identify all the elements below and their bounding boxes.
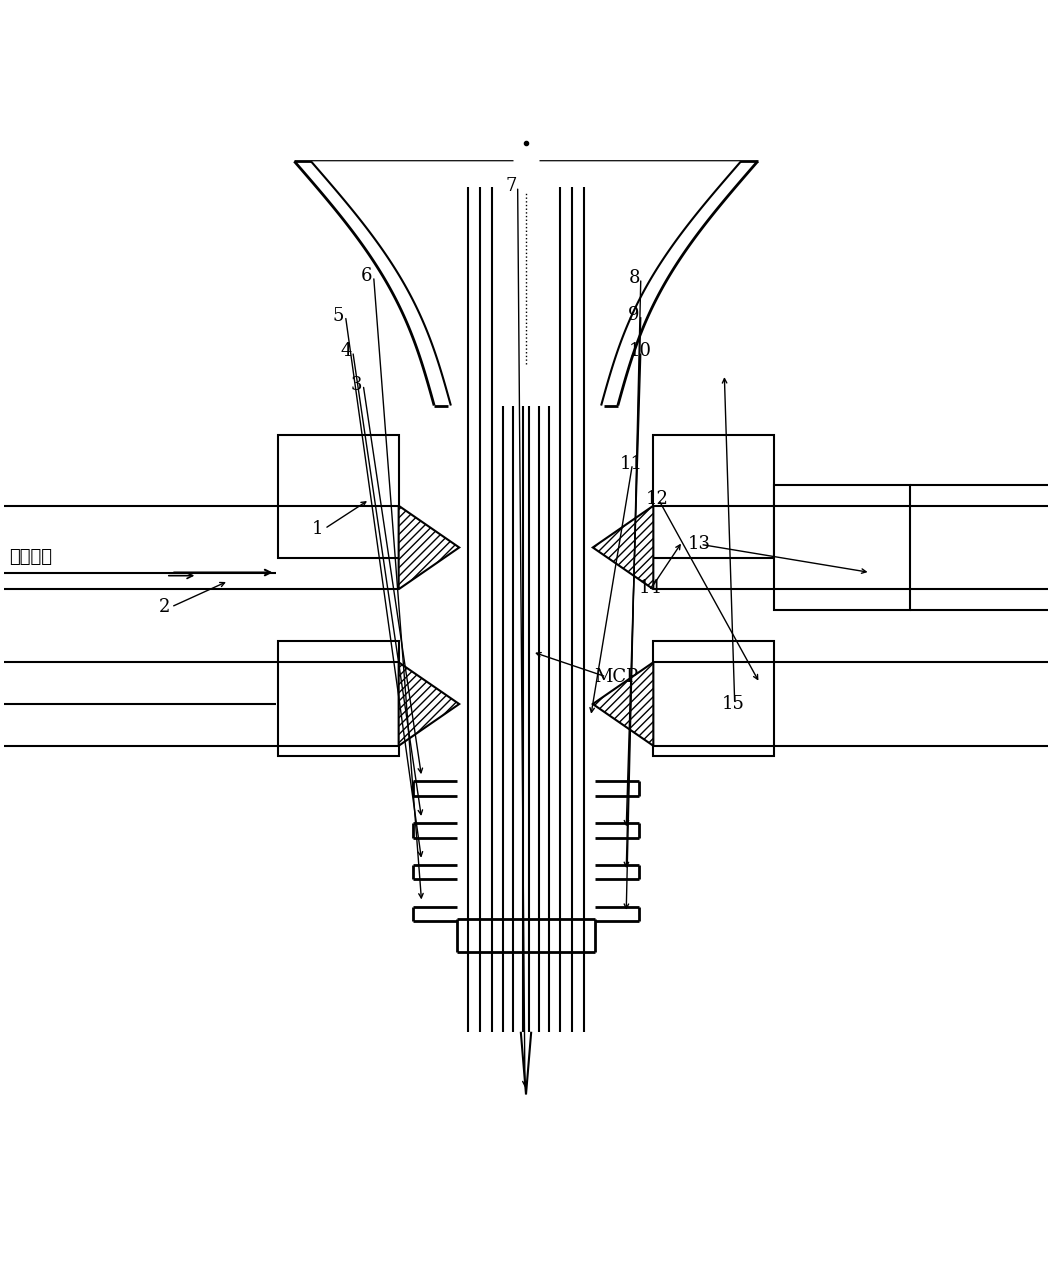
Text: 4: 4 bbox=[340, 342, 351, 360]
Text: 7: 7 bbox=[505, 178, 517, 196]
Polygon shape bbox=[399, 506, 460, 589]
Text: 微波输入: 微波输入 bbox=[9, 548, 53, 566]
Text: 13: 13 bbox=[688, 535, 711, 553]
Bar bbox=[278, 435, 399, 559]
Text: 12: 12 bbox=[646, 490, 669, 508]
Text: 14: 14 bbox=[639, 579, 662, 597]
Bar bbox=[653, 641, 774, 757]
Text: 11: 11 bbox=[620, 456, 643, 474]
Text: 6: 6 bbox=[361, 268, 372, 286]
Text: MCP: MCP bbox=[593, 668, 638, 686]
Text: 3: 3 bbox=[350, 376, 362, 394]
Text: 10: 10 bbox=[628, 342, 651, 360]
Text: 8: 8 bbox=[628, 269, 640, 287]
Polygon shape bbox=[592, 506, 653, 589]
Polygon shape bbox=[399, 663, 460, 745]
Polygon shape bbox=[311, 161, 741, 405]
Text: 15: 15 bbox=[723, 695, 745, 713]
Bar bbox=[653, 435, 774, 559]
Text: 1: 1 bbox=[312, 520, 324, 538]
Text: 5: 5 bbox=[332, 306, 344, 324]
Polygon shape bbox=[295, 161, 757, 405]
Polygon shape bbox=[592, 663, 653, 745]
Bar bbox=[278, 641, 399, 757]
Bar bbox=[774, 485, 910, 610]
Text: 2: 2 bbox=[159, 598, 170, 616]
Text: 9: 9 bbox=[628, 306, 640, 324]
